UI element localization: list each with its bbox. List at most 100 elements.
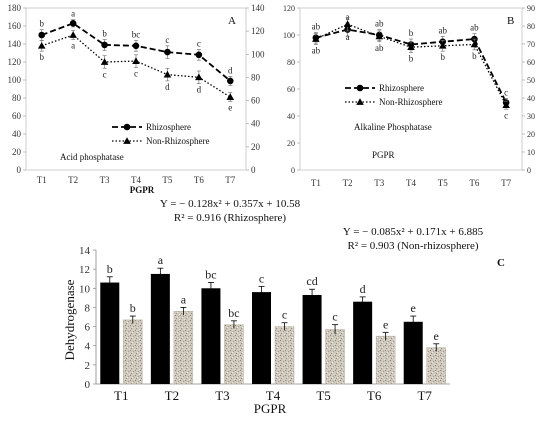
y-tick-label: 0 — [85, 379, 91, 391]
y-right-tick-label: 80 — [251, 72, 261, 82]
significance-letter: c — [332, 310, 337, 324]
significance-letter: ab — [438, 25, 447, 35]
y-right-tick-label: 50 — [527, 76, 535, 85]
significance-letter: c — [504, 87, 508, 97]
bar — [302, 294, 322, 384]
y-left-tick-label: 60 — [12, 111, 22, 121]
significance-letter: b — [440, 52, 445, 62]
x-tick-label: T2 — [68, 175, 78, 185]
y-left-tick-label: 40 — [287, 112, 295, 121]
y-right-tick-label: 80 — [527, 22, 535, 31]
y-left-tick-label: 40 — [12, 129, 22, 139]
data-point — [69, 20, 77, 27]
y-left-tick-label: 20 — [287, 139, 295, 148]
significance-letter: a — [346, 32, 350, 42]
bar — [403, 321, 423, 384]
x-axis-label: PGPR — [130, 185, 155, 195]
significance-letter: a — [346, 12, 350, 22]
bar — [426, 347, 446, 385]
y-right-tick-label: 0 — [527, 166, 531, 175]
y-tick-label: 12 — [79, 264, 90, 276]
y-left-tick-label: 160 — [8, 21, 22, 31]
r-squared-non-rhizosphere: R² = 0.903 (Non-rhizosphere) — [347, 240, 478, 252]
bar — [274, 326, 295, 385]
significance-letter: a — [71, 9, 75, 19]
x-tick-label: T1 — [311, 178, 321, 188]
y-left-tick-label: 60 — [287, 85, 295, 94]
x-tick-label: T7 — [501, 178, 511, 188]
bar — [224, 324, 244, 385]
data-point — [312, 35, 320, 42]
y-tick-label: 14 — [79, 245, 91, 257]
data-point — [226, 93, 235, 100]
y-right-tick-label: 40 — [251, 119, 261, 129]
significance-letter: ab — [375, 19, 384, 29]
plot-frame — [25, 7, 247, 171]
bar — [325, 329, 345, 385]
x-tick-label: T3 — [374, 178, 384, 188]
series-non-rhizosphere: ab a ab b b b c — [312, 17, 510, 120]
equation-non-rhizosphere: Y = − 0.085x² + 0.171x + 6.885 — [343, 226, 484, 238]
x-tick-label: T1 — [114, 388, 128, 403]
significance-letter: e — [434, 329, 439, 343]
data-point — [37, 42, 46, 49]
y-tick-label: 10 — [79, 283, 91, 295]
y-right-tick-label: 70 — [527, 40, 535, 49]
legend-label: Non-Rhizosphere — [379, 97, 442, 107]
significance-letter: d — [197, 85, 202, 95]
significance-letter: ab — [312, 45, 321, 55]
bar — [252, 292, 271, 384]
significance-letter: b — [409, 54, 414, 64]
x-axis-label: PGPR — [254, 401, 287, 416]
x-tick-label: T4 — [406, 178, 416, 188]
r-squared-rhizosphere: R² = 0.916 (Rhizosphere) — [174, 212, 286, 224]
bar — [173, 311, 194, 385]
data-point — [226, 77, 234, 85]
data-point — [438, 42, 447, 49]
y-axis-label: Dehydrogenase — [62, 279, 77, 360]
significance-letter: d — [165, 82, 170, 92]
y-left-tick-label: 180 — [8, 3, 22, 13]
significance-letter: cd — [306, 274, 317, 288]
chart-acid-phosphatase: A Acid phosphatase PGPR 0 20 40 60 80 100 120 1… — [8, 3, 266, 195]
series-non-rhizosphere: b a bc c c e e — [123, 292, 446, 385]
x-tick-label: T4 — [266, 388, 281, 403]
significance-letter: bc — [132, 29, 141, 39]
data-point — [502, 101, 510, 109]
x-tick-label: T3 — [215, 388, 229, 403]
significance-letter: bc — [228, 306, 239, 320]
x-tick-label: T6 — [469, 178, 479, 188]
bar — [150, 273, 170, 384]
data-point — [375, 32, 384, 40]
y-right-tick-label: 30 — [527, 112, 535, 121]
significance-letter: ab — [375, 43, 384, 53]
significance-letter: b — [39, 52, 44, 62]
data-point — [132, 42, 140, 50]
y-right-tick-label: 0 — [251, 165, 256, 175]
y-left-tick-label: 120 — [283, 4, 295, 13]
y-left-tick-label: 80 — [287, 58, 295, 67]
x-tick-label: T2 — [165, 388, 179, 403]
data-point — [164, 48, 171, 56]
x-tick-label: T5 — [316, 388, 330, 403]
significance-letter: ab — [470, 23, 479, 33]
x-tick-label: T1 — [37, 175, 47, 185]
x-axis-label: PGPR — [372, 150, 395, 160]
y-right-tick-label: 60 — [251, 96, 261, 106]
significance-letter: c — [259, 271, 264, 285]
data-point — [132, 57, 140, 64]
chart-alkaline-phosphatase: B Alkaline Phosphatase PGPR 020406080100… — [283, 4, 535, 188]
data-point — [101, 41, 108, 49]
significance-letter: c — [103, 69, 107, 79]
significance-letter: a — [71, 41, 75, 51]
significance-letter: d — [228, 65, 233, 75]
y-left-tick-label: 120 — [8, 57, 22, 67]
data-point — [407, 43, 415, 50]
bar — [123, 319, 143, 385]
y-left-tick-label: 20 — [12, 147, 22, 157]
data-point — [100, 58, 109, 65]
panel-label: A — [228, 15, 236, 27]
chart-dehydrogenase: C Y = − 0.128x² + 0.357x + 10.58 R² = 0.… — [62, 198, 505, 416]
series-non-rhizosphere: b a c c d d e — [37, 30, 235, 113]
